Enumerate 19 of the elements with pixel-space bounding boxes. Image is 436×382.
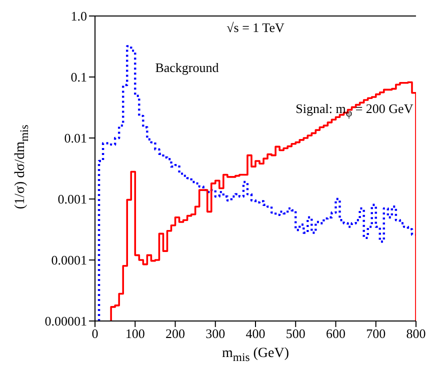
x-tick-label: 400 <box>246 326 266 342</box>
y-tick-label: 0.01 <box>64 130 87 146</box>
x-axis-title: m$_{mis}$ (GeV) <box>221 346 290 364</box>
x-tick-label: 600 <box>326 326 346 342</box>
x-tick-label: 500 <box>286 326 306 342</box>
y-tick-label: 0.0001 <box>51 252 87 268</box>
x-tick-label: 100 <box>125 326 145 342</box>
annotation: √s = 1 TeV <box>226 20 286 36</box>
y-tick-label: 0.001 <box>58 192 87 207</box>
y-tick-label: 0.1 <box>70 70 87 85</box>
y-tick-label: 1.0 <box>70 8 87 24</box>
x-tick-label: 0 <box>92 326 98 342</box>
y-tick-label: 0.00001 <box>44 314 87 329</box>
series-label: Signal: m$_{φ}$ = 200 GeV <box>296 101 414 120</box>
x-tick-label: 800 <box>406 326 426 342</box>
x-tick-label: 200 <box>166 326 185 342</box>
x-tick-label: 300 <box>206 326 226 342</box>
x-tick-label: 700 <box>366 326 386 342</box>
series-label: Background <box>155 60 219 76</box>
